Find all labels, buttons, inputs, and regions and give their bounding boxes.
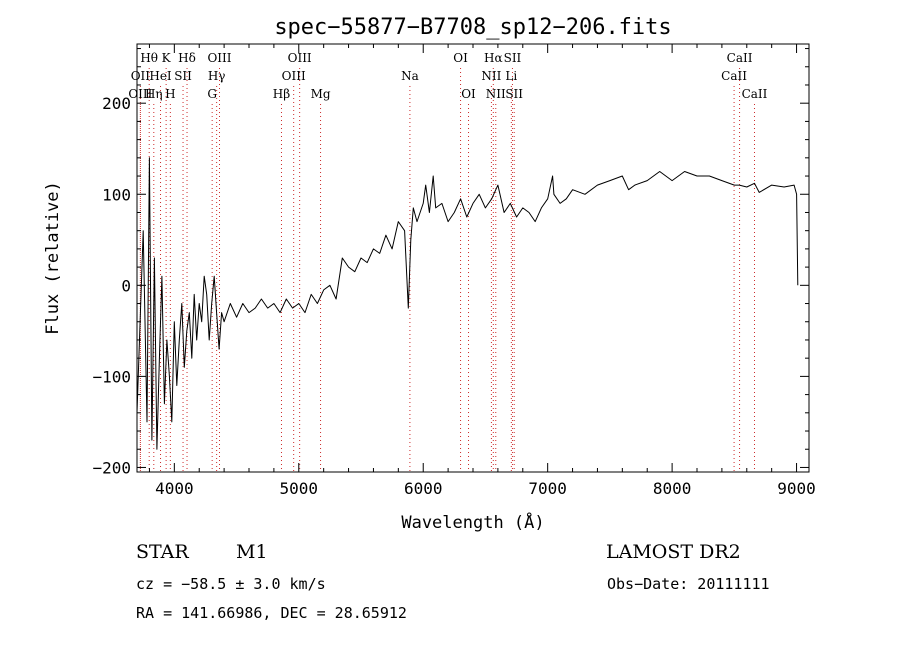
marker-label: CaII — [727, 51, 753, 65]
y-tick-label: −200 — [92, 458, 131, 477]
marker-label: Hη — [145, 87, 163, 101]
marker-label: OIII — [207, 51, 231, 65]
marker-label: Hα — [484, 51, 503, 65]
marker-label: Hγ — [208, 69, 226, 83]
marker-label: SII — [504, 51, 522, 65]
marker-label: G — [207, 87, 217, 101]
marker-label: H — [165, 87, 175, 101]
marker-label: Hδ — [178, 51, 196, 65]
marker-label: OIII — [288, 51, 312, 65]
marker-label: SII — [505, 87, 523, 101]
marker-label: OIII — [282, 69, 306, 83]
y-tick-label: 200 — [102, 94, 131, 113]
marker-label: Mg — [311, 87, 331, 101]
y-tick-label: 100 — [102, 185, 131, 204]
marker-label: OI — [453, 51, 468, 65]
obs-date-readout: Obs−Date: 20111111 — [607, 575, 770, 593]
coordinates-readout: RA = 141.66986, DEC = 28.65912 — [136, 604, 407, 622]
marker-label: CaII — [721, 69, 747, 83]
marker-label: Hβ — [273, 87, 290, 101]
object-subclass: M1 — [236, 541, 268, 563]
x-tick-label: 7000 — [528, 479, 567, 498]
marker-label: HeI — [149, 69, 172, 83]
marker-label: OIII — [128, 87, 152, 101]
marker-label: OII — [131, 69, 151, 83]
marker-label: CaII — [742, 87, 768, 101]
x-tick-label: 6000 — [404, 479, 443, 498]
x-tick-label: 8000 — [653, 479, 692, 498]
x-tick-label: 4000 — [155, 479, 194, 498]
x-tick-label: 9000 — [777, 479, 816, 498]
marker-label: Na — [401, 69, 419, 83]
plot-frame — [136, 43, 810, 473]
x-tick-label: 5000 — [280, 479, 319, 498]
chart-title: spec−55877−B7708_sp12−206.fits — [274, 15, 671, 40]
marker-label: Li — [505, 69, 517, 83]
marker-label: K — [162, 51, 172, 65]
y-tick-label: 0 — [121, 276, 131, 295]
marker-label: OI — [461, 87, 476, 101]
redshift-readout: cz = −58.5 ± 3.0 km/s — [136, 575, 326, 593]
spectrum-series — [136, 157, 799, 450]
survey-name: LAMOST DR2 — [606, 541, 741, 563]
y-tick-label: −100 — [92, 367, 131, 386]
spectrum-line — [136, 157, 799, 450]
x-axis-label: Wavelength (Å) — [401, 511, 544, 533]
object-class: STAR — [136, 541, 189, 563]
y-axis-label: Flux (relative) — [43, 181, 63, 335]
axes: 4000 5000 6000 7000 8000 9000 −200 −100 0 100 200 — [92, 44, 816, 498]
marker-label: Hθ — [140, 51, 158, 65]
marker-label: SII — [174, 69, 192, 83]
marker-label: NII — [486, 87, 506, 101]
marker-label: NII — [481, 69, 501, 83]
